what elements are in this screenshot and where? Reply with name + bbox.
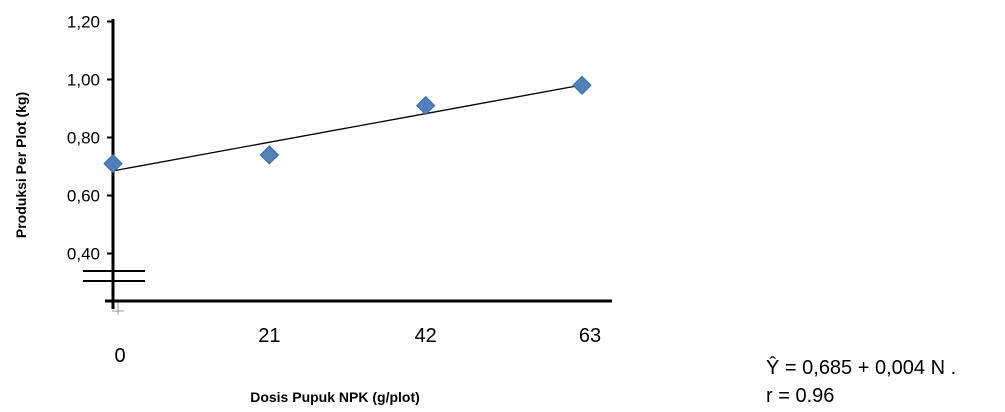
tick-marks bbox=[107, 20, 124, 315]
x-tick-label: 21 bbox=[258, 325, 280, 347]
x-axis-title: Dosis Pupuk NPK (g/plot) bbox=[250, 389, 420, 405]
x-tick-label: 63 bbox=[579, 325, 601, 347]
correlation-coefficient: r = 0.96 bbox=[766, 385, 834, 407]
data-point-diamond bbox=[259, 145, 280, 165]
y-tick-labels: 1,20 1,00 0,80 0,60 0,40 bbox=[67, 13, 100, 264]
y-tick-label: 0,60 bbox=[67, 187, 100, 206]
data-point-diamond bbox=[572, 75, 592, 96]
y-tick-label: 1,00 bbox=[67, 71, 100, 90]
regression-equation: Ŷ = 0,685 + 0,004 N . bbox=[766, 356, 956, 379]
x-tick-label: 0 bbox=[114, 345, 125, 367]
data-points bbox=[103, 75, 592, 174]
trendline bbox=[112, 84, 583, 172]
data-point-diamond bbox=[103, 153, 123, 174]
axis-break-marker bbox=[83, 270, 145, 282]
data-point-diamond bbox=[415, 95, 436, 116]
y-tick-label: 0,40 bbox=[67, 245, 100, 264]
y-axis-title: Produksi Per Plot (kg) bbox=[13, 92, 29, 238]
x-tick-label: 42 bbox=[415, 325, 437, 347]
y-tick-label: 1,20 bbox=[67, 13, 100, 32]
y-tick-label: 0,80 bbox=[67, 129, 100, 148]
x-tick-labels: 0 21 42 63 bbox=[114, 325, 601, 367]
